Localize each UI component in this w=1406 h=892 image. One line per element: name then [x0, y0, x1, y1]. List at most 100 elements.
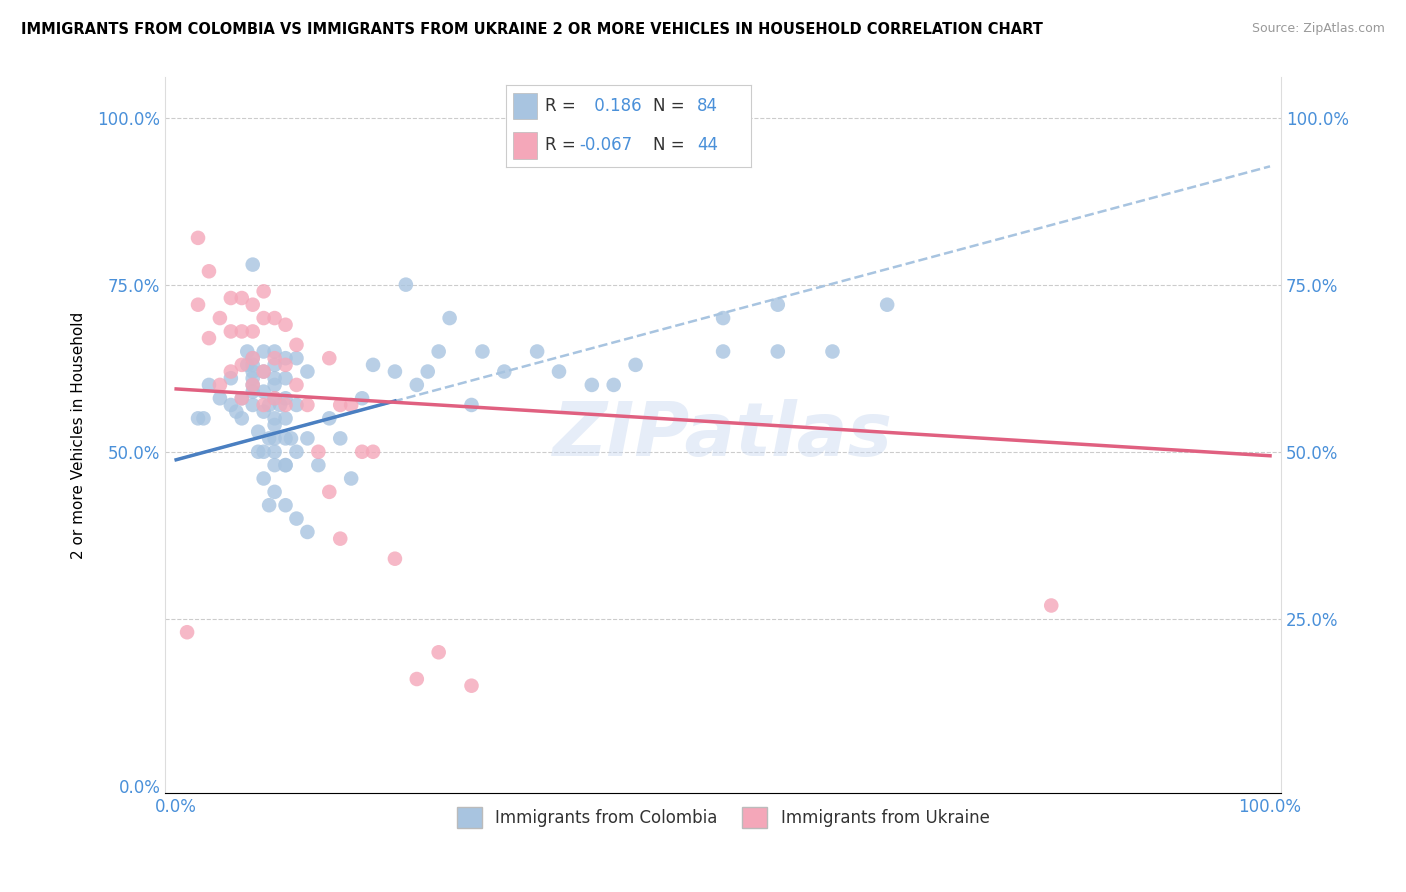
- Point: [297, 365, 319, 379]
- Point: [352, 392, 374, 406]
- Point: [274, 392, 297, 406]
- Point: [263, 358, 285, 372]
- Point: [263, 484, 285, 499]
- Point: [352, 444, 374, 458]
- Point: [253, 384, 276, 399]
- Point: [198, 331, 221, 345]
- Point: [253, 285, 276, 299]
- Y-axis label: 2 or more Vehicles in Household: 2 or more Vehicles in Household: [72, 311, 86, 558]
- Point: [176, 625, 198, 640]
- Point: [329, 431, 352, 445]
- Point: [257, 431, 280, 445]
- Point: [263, 344, 285, 359]
- Point: [219, 291, 242, 305]
- Text: IMMIGRANTS FROM COLOMBIA VS IMMIGRANTS FROM UKRAINE 2 OR MORE VEHICLES IN HOUSEH: IMMIGRANTS FROM COLOMBIA VS IMMIGRANTS F…: [21, 22, 1043, 37]
- Point: [876, 298, 898, 312]
- Point: [494, 365, 516, 379]
- Point: [274, 431, 297, 445]
- Point: [263, 392, 285, 406]
- Point: [247, 444, 270, 458]
- Point: [231, 291, 253, 305]
- Point: [263, 417, 285, 432]
- Point: [242, 371, 264, 385]
- Point: [198, 264, 221, 278]
- Point: [242, 398, 264, 412]
- Legend: Immigrants from Colombia, Immigrants from Ukraine: Immigrants from Colombia, Immigrants fro…: [450, 801, 997, 834]
- Point: [602, 378, 624, 392]
- Point: [253, 365, 276, 379]
- Point: [231, 358, 253, 372]
- Point: [361, 444, 384, 458]
- Point: [318, 351, 340, 366]
- Point: [280, 431, 302, 445]
- Point: [460, 679, 482, 693]
- Point: [257, 498, 280, 512]
- Point: [340, 398, 363, 412]
- Point: [274, 371, 297, 385]
- Point: [285, 351, 308, 366]
- Point: [253, 398, 276, 412]
- Point: [208, 378, 231, 392]
- Point: [247, 425, 270, 439]
- Point: [253, 471, 276, 485]
- Point: [263, 411, 285, 425]
- Point: [274, 411, 297, 425]
- Point: [405, 672, 427, 686]
- Point: [242, 384, 264, 399]
- Point: [460, 398, 482, 412]
- Point: [253, 311, 276, 326]
- Point: [253, 344, 276, 359]
- Point: [242, 325, 264, 339]
- Point: [242, 365, 264, 379]
- Point: [548, 365, 571, 379]
- Point: [1040, 599, 1063, 613]
- Point: [187, 298, 209, 312]
- Point: [821, 344, 844, 359]
- Point: [263, 431, 285, 445]
- Point: [219, 325, 242, 339]
- Point: [274, 458, 297, 472]
- Point: [242, 358, 264, 372]
- Point: [231, 325, 253, 339]
- Point: [329, 532, 352, 546]
- Point: [384, 365, 406, 379]
- Point: [624, 358, 647, 372]
- Point: [231, 392, 253, 406]
- Point: [219, 365, 242, 379]
- Point: [274, 498, 297, 512]
- Point: [263, 351, 285, 366]
- Point: [263, 371, 285, 385]
- Point: [439, 311, 461, 326]
- Point: [253, 444, 276, 458]
- Point: [198, 378, 221, 392]
- Point: [236, 344, 259, 359]
- Point: [405, 378, 427, 392]
- Point: [242, 378, 264, 392]
- Text: ZIPatlas: ZIPatlas: [553, 399, 893, 472]
- Point: [253, 365, 276, 379]
- Point: [711, 344, 734, 359]
- Point: [231, 392, 253, 406]
- Point: [263, 378, 285, 392]
- Point: [285, 511, 308, 525]
- Point: [274, 358, 297, 372]
- Point: [416, 365, 439, 379]
- Point: [187, 411, 209, 425]
- Point: [242, 351, 264, 366]
- Point: [711, 311, 734, 326]
- Point: [242, 351, 264, 366]
- Point: [318, 484, 340, 499]
- Point: [242, 298, 264, 312]
- Point: [427, 344, 450, 359]
- Point: [285, 444, 308, 458]
- Point: [361, 358, 384, 372]
- Point: [766, 344, 789, 359]
- Point: [285, 378, 308, 392]
- Point: [219, 398, 242, 412]
- Point: [318, 411, 340, 425]
- Point: [231, 411, 253, 425]
- Point: [340, 471, 363, 485]
- Point: [581, 378, 603, 392]
- Point: [219, 371, 242, 385]
- Point: [253, 404, 276, 418]
